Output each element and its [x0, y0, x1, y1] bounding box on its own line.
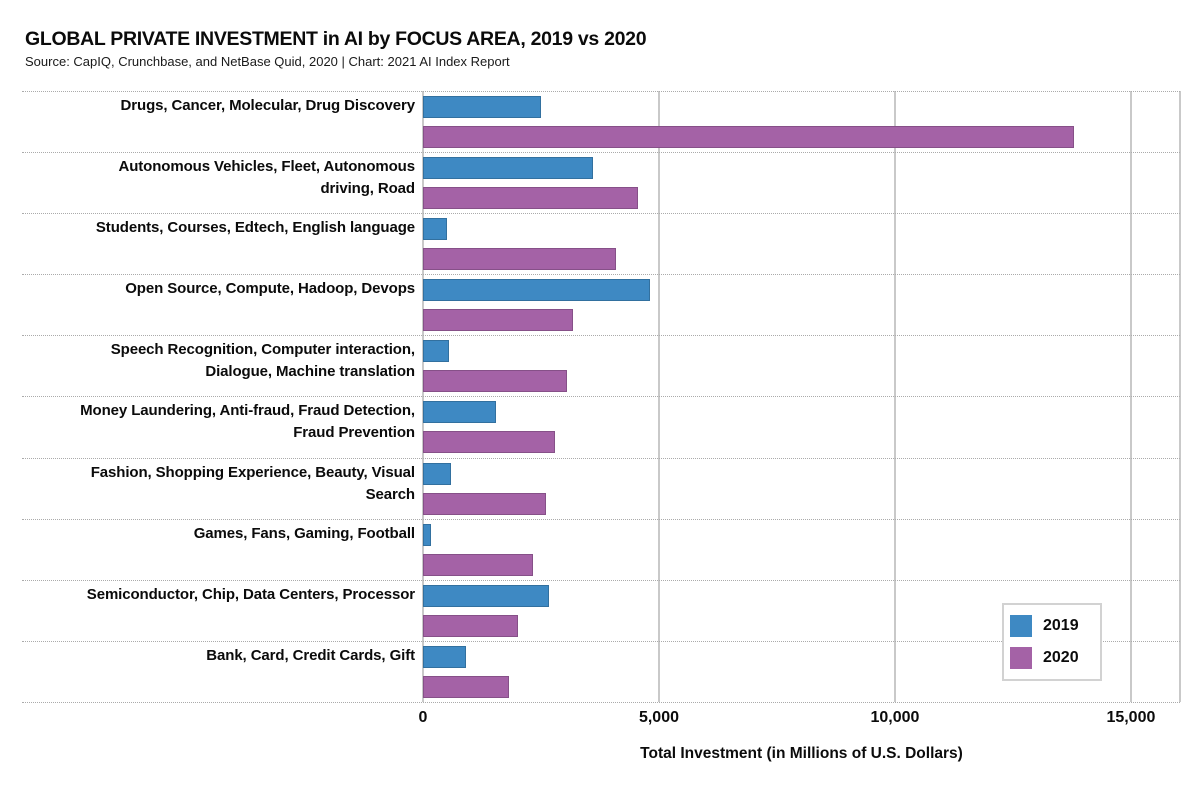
category-row: Speech Recognition, Computer interaction…: [22, 335, 1180, 396]
category-label: Autonomous Vehicles, Fleet, Autonomous d…: [118, 158, 415, 198]
chart-title: GLOBAL PRIVATE INVESTMENT in AI by FOCUS…: [25, 28, 647, 50]
category-label: Semiconductor, Chip, Data Centers, Proce…: [86, 585, 415, 603]
x-axis-title: Total Investment (in Millions of U.S. Do…: [640, 745, 963, 762]
bar-pair: [423, 397, 1180, 457]
category-label: Bank, Card, Credit Cards, Gift: [206, 646, 415, 664]
bar-2019: [423, 96, 541, 118]
bar-2020: [423, 309, 574, 332]
legend-label: 2019: [1043, 617, 1079, 634]
category-label: Money Laundering, Anti-fraud, Fraud Dete…: [80, 402, 415, 442]
category-row: Semiconductor, Chip, Data Centers, Proce…: [22, 579, 1180, 641]
bar-2019: [423, 645, 466, 668]
bar-pair: [423, 581, 1180, 641]
bar-2020: [423, 248, 617, 271]
x-tick-label: 5,000: [638, 709, 679, 726]
x-tick-label: 15,000: [1106, 709, 1156, 726]
gridline: [1179, 91, 1181, 702]
category-row: Autonomous Vehicles, Fleet, Autonomous d…: [22, 152, 1180, 213]
bar-2019: [423, 523, 432, 546]
bar-pair: [423, 336, 1180, 396]
bar-2020: [423, 492, 546, 515]
bar-2019: [423, 462, 451, 485]
category-row: Open Source, Compute, Hadoop, Devops: [22, 274, 1180, 335]
category-row: Drugs, Cancer, Molecular, Drug Discovery: [22, 91, 1180, 152]
category-label: Students, Courses, Edtech, English langu…: [95, 219, 415, 237]
bar-2020: [423, 187, 638, 210]
bar-pair: [423, 214, 1180, 274]
bar-pair: [423, 520, 1180, 580]
bar-2019: [423, 584, 549, 607]
x-axis: 0 5,000 10,000 15,000: [419, 709, 1180, 731]
bar-2020: [423, 675, 509, 698]
category-label: Fashion, Shopping Experience, Beauty, Vi…: [90, 463, 415, 503]
bar-2020: [423, 614, 518, 637]
bar-2020: [423, 431, 556, 454]
bar-2020: [423, 126, 1075, 148]
chart-source: Source: CapIQ, Crunchbase, and NetBase Q…: [25, 54, 510, 69]
x-tick-label: 10,000: [870, 709, 920, 726]
category-row: Fashion, Shopping Experience, Beauty, Vi…: [22, 457, 1180, 519]
category-label: Drugs, Cancer, Molecular, Drug Discovery: [120, 97, 416, 114]
category-row: Games, Fans, Gaming, Football: [22, 518, 1180, 580]
legend: 2019 2020: [1002, 603, 1102, 681]
legend-item: 2020: [1010, 642, 1096, 674]
bar-2020: [423, 553, 533, 576]
legend-item: 2019: [1010, 610, 1096, 642]
bar-2020: [423, 370, 567, 393]
category-label: Open Source, Compute, Hadoop, Devops: [125, 280, 415, 298]
bar-2019: [423, 218, 447, 241]
bar-pair: [423, 92, 1180, 152]
bar-pair: [423, 459, 1180, 519]
bar-chart: Drugs, Cancer, Molecular, Drug Discovery…: [22, 91, 1180, 703]
x-tick-label: 0: [418, 709, 428, 726]
legend-label: 2020: [1043, 649, 1079, 666]
bar-2019: [423, 401, 497, 424]
category-row: Students, Courses, Edtech, English langu…: [22, 213, 1180, 274]
bar-pair: [423, 642, 1180, 702]
bar-pair: [423, 153, 1180, 213]
legend-swatch: [1010, 647, 1032, 669]
bar-2019: [423, 157, 593, 180]
bar-2019: [423, 340, 449, 363]
category-row: Money Laundering, Anti-fraud, Fraud Dete…: [22, 396, 1180, 457]
bar-pair: [423, 275, 1180, 335]
bar-2019: [423, 279, 650, 302]
category-row: Bank, Card, Credit Cards, Gift: [22, 640, 1180, 702]
legend-swatch: [1010, 615, 1032, 637]
category-label: Speech Recognition, Computer interaction…: [110, 341, 415, 381]
category-label: Games, Fans, Gaming, Football: [193, 524, 415, 542]
